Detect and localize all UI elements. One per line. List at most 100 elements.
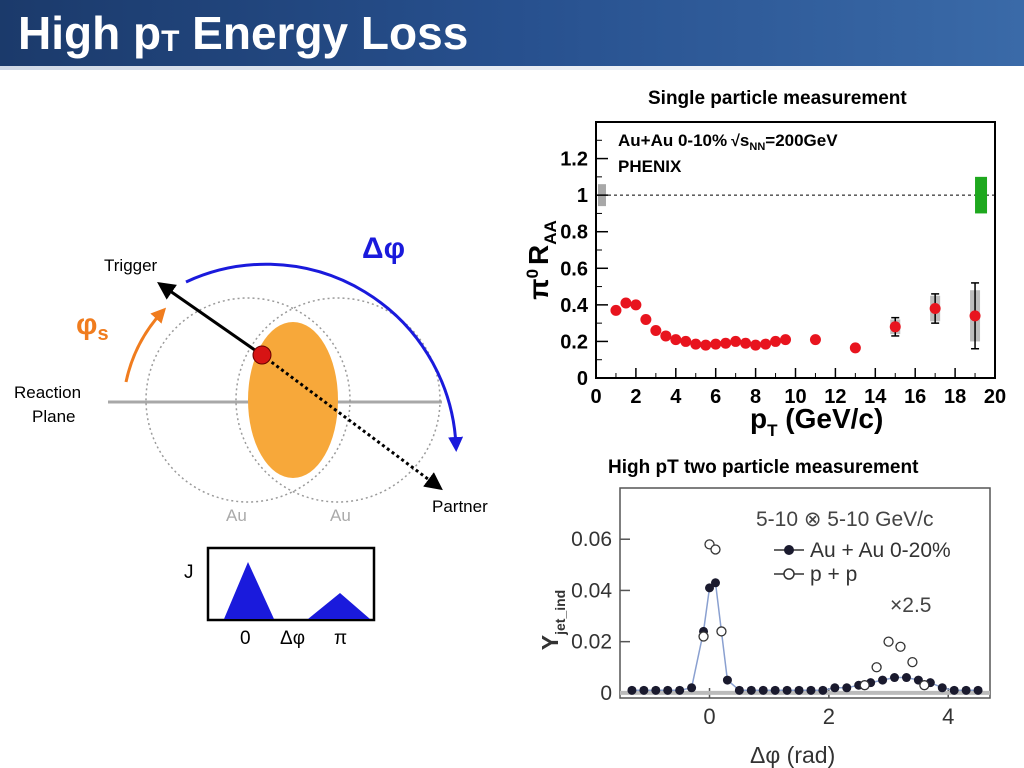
chart1-title: Single particle measurement <box>648 88 907 109</box>
near-side-peak <box>224 562 274 619</box>
chart2-point-auau <box>639 685 649 695</box>
chart2-point-auau <box>878 675 888 685</box>
chart1-xtick-label: 12 <box>824 386 846 408</box>
chart2-point-auau <box>901 673 911 683</box>
chart1-xtick-label: 14 <box>864 386 887 408</box>
raa-chart: 0 2 4 6 8 10 12 14 16 18 20 0 0.2 0.4 0.6 0.8 1 1.2 Au+Au… <box>523 121 1006 440</box>
chart2-point-auau <box>627 685 637 695</box>
chart2-title: High pT two particle measurement <box>608 457 919 478</box>
chart2-point-pp <box>698 631 709 642</box>
chart2-point-pp <box>895 641 906 652</box>
chart1-data-point <box>680 335 692 347</box>
chart1-annotation-2: PHENIX <box>618 157 682 176</box>
chart2-point-auau <box>937 683 947 693</box>
chart1-data-point <box>889 321 901 333</box>
chart2-plot-frame <box>619 487 991 699</box>
title-rest: Energy Loss <box>179 7 469 59</box>
legend-label-auau: Au + Au 0-20% <box>810 539 951 562</box>
chart1-data-point <box>809 334 821 346</box>
chart2-annotation-1: 5-10 ⊗ 5-10 GeV/c <box>756 508 934 531</box>
dihadron-chart: 0 2 4 0 0.02 0.04 0.06 5-10 ⊗ 5-10 GeV/c Au + … <box>537 487 991 768</box>
chart2-ylabel: Yjet_ind <box>537 590 568 650</box>
chart1-data-point <box>690 338 702 350</box>
chart1-data-point <box>740 337 752 349</box>
chart2-point-pp <box>883 636 894 647</box>
chart2-point-auau <box>746 685 756 695</box>
chart1-data-point <box>760 338 772 350</box>
inset-correlation: J 0 Δφ π <box>184 546 376 649</box>
chart1-ytick-label: 0.2 <box>560 331 588 353</box>
chart2-point-auau <box>818 685 828 695</box>
chart2-point-auau <box>973 685 983 695</box>
chart1-data-point <box>780 334 792 346</box>
chart1-data-point <box>849 342 861 354</box>
title-sub: T <box>161 25 180 58</box>
collision-point <box>252 345 272 365</box>
slide-title: High pT Energy Loss <box>18 6 468 60</box>
chart1-data-point <box>670 334 682 346</box>
collision-diagram: Trigger Partner Reaction Plane φs Δφ Au … <box>14 232 488 525</box>
chart2-point-auau <box>734 685 744 695</box>
chart1-ytick-label: 0.8 <box>560 222 588 244</box>
chart2-ytick-label: 0.04 <box>571 579 612 602</box>
trigger-arrow <box>157 281 263 357</box>
chart2-point-auau <box>770 685 780 695</box>
chart1-data-point <box>969 310 981 322</box>
reaction-plane-label-2: Plane <box>32 407 75 426</box>
chart1-data-point <box>650 324 662 336</box>
chart1-annotation-1: Au+Au 0-10% √sNN=200GeV <box>618 131 838 153</box>
chart1-xtick-label: 16 <box>904 386 926 408</box>
chart2-ytick-label: 0 <box>600 682 612 705</box>
chart2-point-auau <box>961 685 971 695</box>
delta-phi-arc <box>185 262 464 452</box>
chart1-data-point <box>720 337 732 349</box>
chart2-point-auau <box>758 685 768 695</box>
chart2-point-pp <box>907 656 918 668</box>
inset-tick-pi: π <box>334 628 347 649</box>
chart2-ytick-label: 0.06 <box>571 528 612 551</box>
inset-ylabel: J <box>184 562 194 583</box>
chart1-xtick-label: 2 <box>630 386 641 408</box>
nucleus-right <box>235 297 441 503</box>
chart1-xtick-label: 0 <box>590 386 601 408</box>
chart2-point-pp <box>859 680 870 691</box>
chart2-point-auau <box>842 683 852 693</box>
chart2-point-auau <box>794 685 804 695</box>
chart1-data-point <box>630 299 642 311</box>
chart1-data-point <box>620 297 632 309</box>
chart1-data-point <box>640 313 652 325</box>
chart1-xtick-label: 4 <box>670 386 682 408</box>
chart1-ylabel: π0RAA <box>523 220 560 300</box>
chart2-point-auau <box>705 583 715 593</box>
chart2-point-pp <box>871 662 882 673</box>
nucleus-left <box>145 297 351 503</box>
chart1-data-point <box>660 330 672 342</box>
phi-s-arc <box>124 307 167 383</box>
chart1-data-point <box>730 335 742 347</box>
chart1-xtick-label: 10 <box>784 386 806 408</box>
chart1-ytick-label: 1 <box>577 185 588 207</box>
chart2-xtick-label: 0 <box>703 704 715 729</box>
partner-arrow <box>261 353 443 491</box>
chart2-point-pp <box>716 626 727 637</box>
chart2-point-auau <box>782 685 792 695</box>
chart1-xtick-label: 6 <box>710 386 721 408</box>
chart2-xlabel: Δφ (rad) <box>750 742 835 768</box>
chart2-point-auau <box>890 673 900 683</box>
inset-tick-0: 0 <box>240 628 251 649</box>
chart1-norm-box-right <box>975 176 988 214</box>
chart1-data-point <box>700 339 712 351</box>
chart2-point-auau <box>949 685 959 695</box>
chart1-ytick-label: 1.2 <box>560 149 588 171</box>
chart2-ytick-label: 0.02 <box>571 631 612 654</box>
chart2-point-pp <box>919 680 930 691</box>
chart2-point-auau <box>687 683 697 693</box>
chart2-xtick-label: 2 <box>823 704 835 729</box>
legend-marker-pp <box>783 568 795 580</box>
chart1-data-point <box>750 339 762 351</box>
chart2-point-auau <box>663 685 673 695</box>
header-divider <box>0 66 1024 70</box>
title-main: High p <box>18 7 162 59</box>
au-left-label: Au <box>226 506 247 525</box>
chart1-xtick-label: 8 <box>750 386 761 408</box>
